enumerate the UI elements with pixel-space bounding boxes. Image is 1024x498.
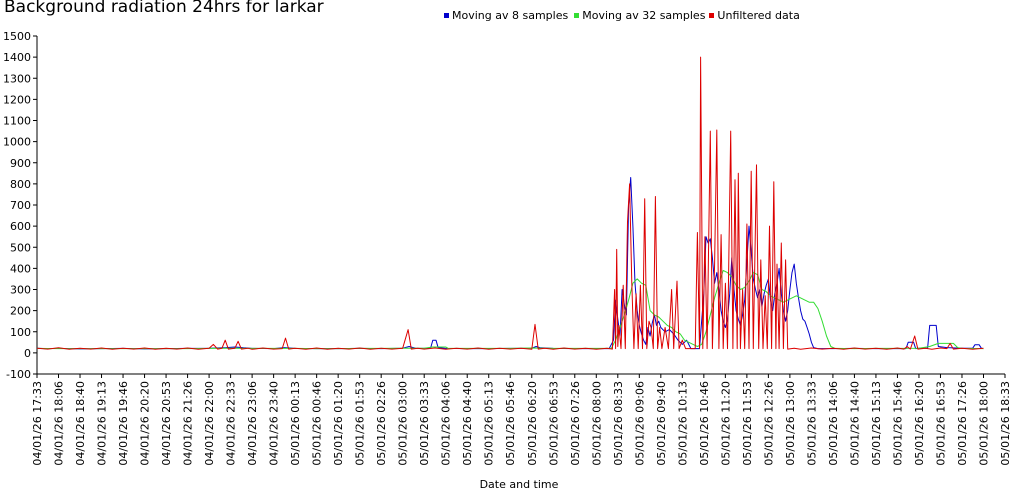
y-tick-label: 600 bbox=[10, 220, 31, 233]
legend-label-series-2: Moving av 32 samples bbox=[582, 9, 706, 22]
y-tick-label: 100 bbox=[10, 326, 31, 339]
x-tick-label: 05/01/26 03:00 bbox=[397, 381, 410, 466]
legend-item-series-2: Moving av 32 samples bbox=[574, 9, 705, 22]
legend-swatch-series-2 bbox=[574, 13, 580, 18]
x-tick-label: 05/01/26 09:06 bbox=[633, 381, 646, 466]
x-tick-label: 05/01/26 05:46 bbox=[504, 381, 517, 466]
x-tick-label: 05/01/26 11:20 bbox=[719, 381, 732, 466]
x-tick-label: 05/01/26 12:26 bbox=[762, 381, 775, 466]
y-tick-label: 200 bbox=[10, 305, 31, 318]
x-tick-label: 05/01/26 02:26 bbox=[375, 381, 388, 466]
x-tick-label: 05/01/26 06:53 bbox=[547, 381, 560, 466]
x-tick-label: 05/01/26 14:06 bbox=[827, 381, 840, 466]
x-tick-label: 05/01/26 08:00 bbox=[590, 381, 603, 466]
y-tick-label: 1000 bbox=[3, 136, 31, 149]
x-tick-label: 04/01/26 19:46 bbox=[117, 381, 130, 466]
series-line-2 bbox=[36, 270, 984, 350]
x-tick-label: 05/01/26 18:00 bbox=[977, 381, 990, 466]
x-tick-label: 05/01/26 06:20 bbox=[526, 381, 539, 466]
x-tick-label: 05/01/26 09:40 bbox=[655, 381, 668, 466]
y-tick-label: 500 bbox=[10, 241, 31, 254]
x-tick-label: 05/01/26 16:53 bbox=[934, 381, 947, 466]
x-tick-label: 05/01/26 04:40 bbox=[461, 381, 474, 466]
x-tick-label: 05/01/26 05:13 bbox=[483, 381, 496, 466]
y-tick-label: 1400 bbox=[3, 51, 31, 64]
legend: Moving av 8 samples Moving av 32 samples… bbox=[444, 9, 800, 22]
y-tick-label: 1200 bbox=[3, 93, 31, 106]
x-tick-label: 05/01/26 01:53 bbox=[354, 381, 367, 466]
chart-series bbox=[36, 56, 984, 350]
x-tick-label: 05/01/26 08:33 bbox=[612, 381, 625, 466]
x-tick-label: 05/01/26 18:33 bbox=[999, 381, 1012, 466]
y-tick-label: 300 bbox=[10, 284, 31, 297]
x-tick-label: 05/01/26 14:40 bbox=[848, 381, 861, 466]
y-tick-label: 400 bbox=[10, 262, 31, 275]
x-tick-label: 05/01/26 15:13 bbox=[870, 381, 883, 466]
x-tick-label: 04/01/26 20:53 bbox=[160, 381, 173, 466]
x-tick-label: 05/01/26 03:33 bbox=[418, 381, 431, 466]
legend-item-series-1: Moving av 8 samples bbox=[444, 9, 568, 22]
series-line-3 bbox=[36, 56, 984, 350]
x-axis-title: Date and time bbox=[480, 478, 559, 491]
legend-swatch-series-1 bbox=[444, 13, 449, 18]
x-tick-label: 04/01/26 18:40 bbox=[74, 381, 87, 466]
x-tick-label: 05/01/26 11:53 bbox=[741, 381, 754, 466]
x-tick-label: 05/01/26 01:20 bbox=[332, 381, 345, 466]
y-tick-label: 1500 bbox=[3, 30, 31, 43]
x-tick-label: 05/01/26 10:13 bbox=[676, 381, 689, 466]
x-tick-label: 04/01/26 23:06 bbox=[246, 381, 259, 466]
x-tick-label: 05/01/26 13:33 bbox=[805, 381, 818, 466]
x-tick-label: 04/01/26 21:26 bbox=[182, 381, 195, 466]
legend-label-series-3: Unfiltered data bbox=[717, 9, 800, 22]
x-tick-label: 05/01/26 00:46 bbox=[311, 381, 324, 466]
x-tick-label: 04/01/26 22:00 bbox=[203, 381, 216, 466]
x-tick-label: 04/01/26 19:13 bbox=[96, 381, 109, 466]
y-tick-label: 800 bbox=[10, 178, 31, 191]
y-tick-label: 1100 bbox=[3, 115, 31, 128]
legend-label-series-1: Moving av 8 samples bbox=[452, 9, 569, 22]
x-tick-label: 05/01/26 00:13 bbox=[289, 381, 302, 466]
legend-item-series-3: Unfiltered data bbox=[709, 9, 800, 22]
x-tick-label: 05/01/26 15:46 bbox=[891, 381, 904, 466]
x-tick-label: 04/01/26 18:06 bbox=[53, 381, 66, 466]
x-tick-label: 05/01/26 13:00 bbox=[784, 381, 797, 466]
y-tick-label: 1300 bbox=[3, 72, 31, 85]
x-tick-label: 04/01/26 17:33 bbox=[31, 381, 44, 466]
series-line-1 bbox=[36, 177, 984, 350]
x-tick-label: 04/01/26 20:20 bbox=[139, 381, 152, 466]
chart-axes: -100 0 100 200 300 400 500 600 700 800 900 1000 1100… bbox=[3, 30, 1012, 466]
y-tick-label: 700 bbox=[10, 199, 31, 212]
y-tick-label: 900 bbox=[10, 157, 31, 170]
y-tick-label: -100 bbox=[6, 368, 31, 381]
x-tick-label: 05/01/26 07:26 bbox=[569, 381, 582, 466]
x-tick-label: 05/01/26 17:26 bbox=[956, 381, 969, 466]
x-tick-label: 05/01/26 16:20 bbox=[913, 381, 926, 466]
x-tick-label: 04/01/26 22:33 bbox=[225, 381, 238, 466]
legend-swatch-series-3 bbox=[709, 13, 715, 18]
chart-title: Background radiation 24hrs for larkar bbox=[4, 0, 324, 17]
x-tick-label: 05/01/26 04:06 bbox=[440, 381, 453, 466]
y-tick-label: 0 bbox=[24, 347, 31, 360]
x-tick-label: 04/01/26 23:40 bbox=[268, 381, 281, 466]
x-tick-label: 05/01/26 10:46 bbox=[698, 381, 711, 466]
